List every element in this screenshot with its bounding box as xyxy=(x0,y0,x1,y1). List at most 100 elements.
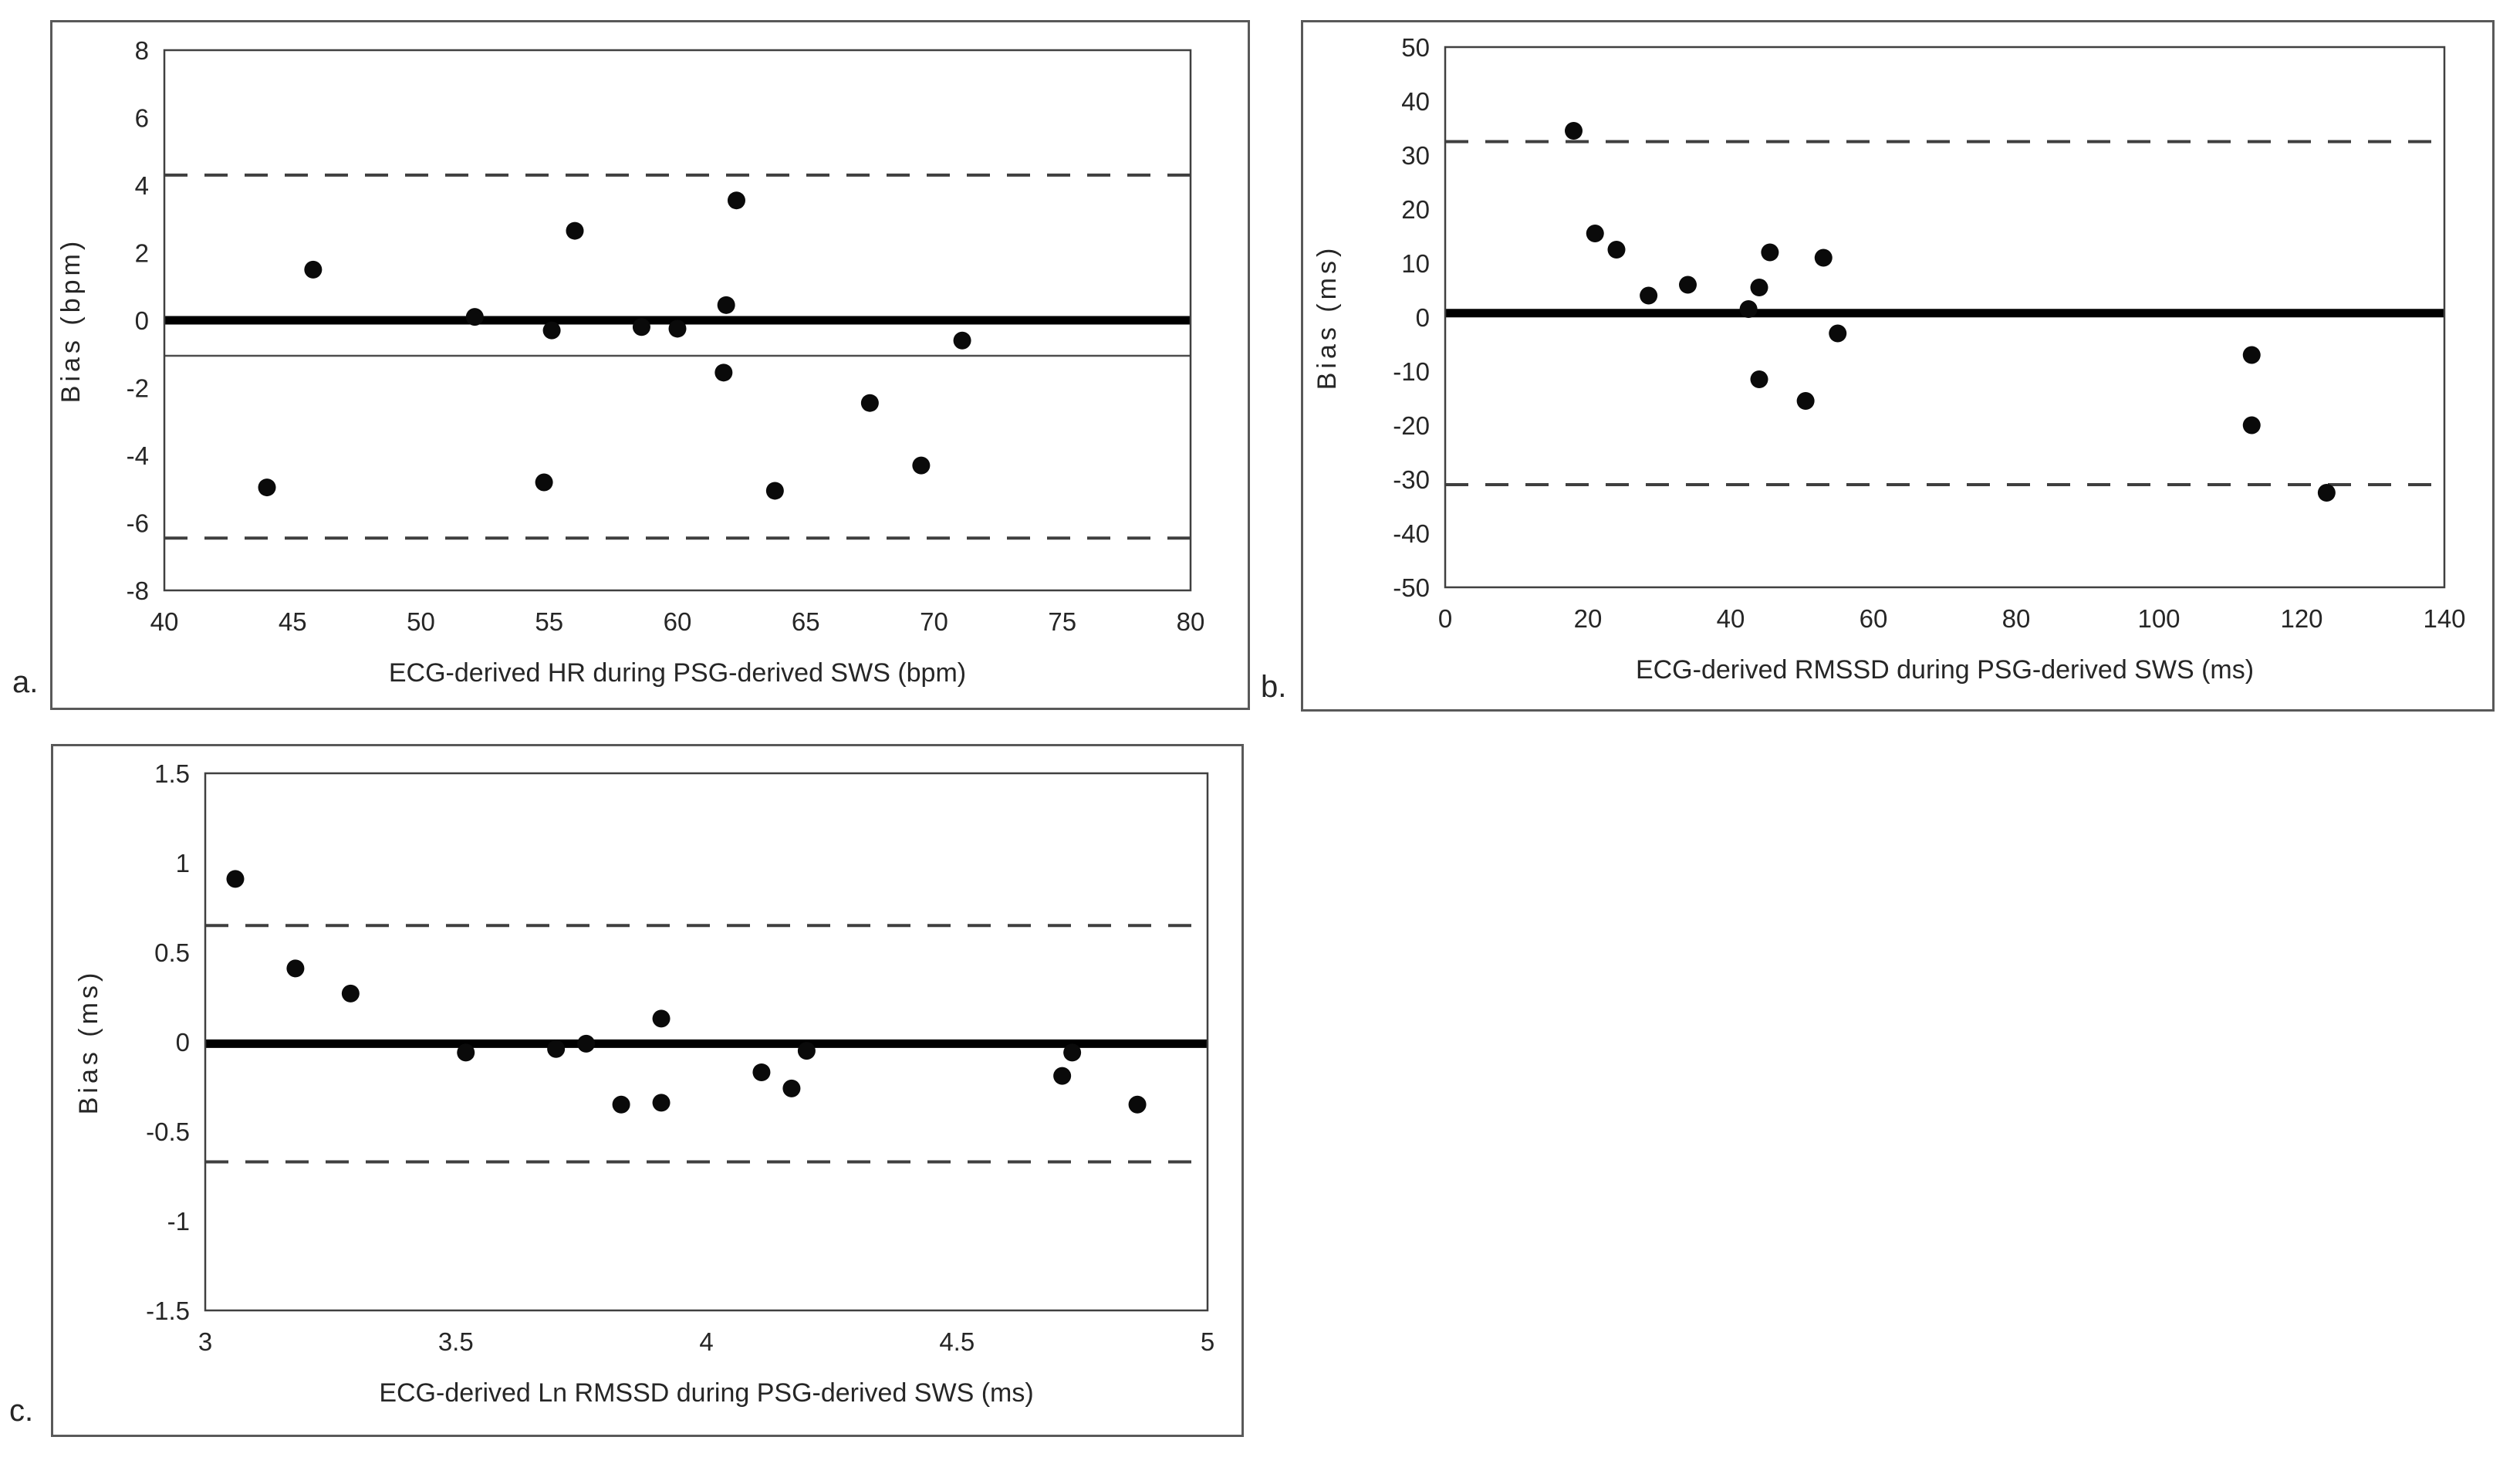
panel-letter-c: c. xyxy=(9,1394,34,1428)
data-point xyxy=(2317,484,2336,502)
data-point xyxy=(1586,225,1604,242)
data-point xyxy=(860,394,879,412)
y-tick-label: 0.5 xyxy=(154,938,190,967)
y-tick-label: 6 xyxy=(135,103,149,132)
data-point xyxy=(1761,243,1779,262)
data-point xyxy=(258,478,276,497)
plot-border xyxy=(1444,46,2446,589)
plot-border xyxy=(204,772,1209,1312)
data-point xyxy=(1750,370,1768,388)
data-point xyxy=(1679,276,1697,294)
y-tick-label: -4 xyxy=(127,441,149,470)
data-point xyxy=(652,1094,671,1112)
data-point xyxy=(2242,416,2261,434)
x-tick-label: 100 xyxy=(2137,604,2180,633)
data-point xyxy=(1053,1067,1072,1085)
y-tick-label: 30 xyxy=(1401,141,1430,170)
panel-letter-b: b. xyxy=(1261,670,1287,704)
y-tick-label: -40 xyxy=(1393,519,1430,548)
x-tick-label: 120 xyxy=(2280,604,2322,633)
data-point xyxy=(752,1063,771,1081)
y-tick-label: 0 xyxy=(176,1028,190,1057)
chart-a-svg: 8 6 4 2 0 -2 -4 -6 -840 45 50 55 60 65 70 75 80 ECG-deriv… xyxy=(56,36,1205,688)
x-tick-label: 65 xyxy=(792,607,820,636)
y-axis-title: Bias (ms) xyxy=(74,969,103,1115)
y-tick-label: 0 xyxy=(135,306,149,335)
x-tick-label: 5 xyxy=(1201,1327,1214,1356)
y-tick-label: -6 xyxy=(127,509,149,537)
x-tick-label: 40 xyxy=(1717,604,1745,633)
x-tick-label: 40 xyxy=(150,607,179,636)
x-tick-label: 3 xyxy=(198,1327,212,1356)
x-tick-label: 80 xyxy=(1177,607,1205,636)
x-axis-title: ECG-derived RMSSD during PSG-derived SWS… xyxy=(1636,655,2254,685)
x-tick-label: 3.5 xyxy=(438,1327,474,1356)
data-point xyxy=(341,984,360,1002)
data-point xyxy=(304,260,323,279)
data-point xyxy=(1128,1095,1147,1114)
y-tick-label: 10 xyxy=(1401,249,1430,278)
y-tick-label: 1.5 xyxy=(154,759,190,788)
data-point xyxy=(765,482,784,500)
y-axis-title: Bias (bpm) xyxy=(56,238,86,403)
y-tick-label: 20 xyxy=(1401,195,1430,224)
x-axis-title: ECG-derived HR during PSG-derived SWS (b… xyxy=(389,658,966,688)
x-tick-label: 60 xyxy=(664,607,692,636)
data-point xyxy=(566,221,584,240)
data-point xyxy=(1607,241,1626,259)
data-point xyxy=(782,1079,801,1097)
data-point xyxy=(457,1043,475,1062)
y-tick-label: -10 xyxy=(1393,357,1430,386)
y-tick-label: -2 xyxy=(127,374,149,402)
y-tick-label: -0.5 xyxy=(146,1117,190,1146)
x-tick-label: 80 xyxy=(2002,604,2031,633)
y-tick-label: 8 xyxy=(135,36,149,65)
panel-letter-a: a. xyxy=(12,665,39,699)
y-tick-label: 1 xyxy=(176,849,190,877)
y-tick-label: 40 xyxy=(1401,87,1430,116)
data-point xyxy=(912,456,931,475)
y-tick-label: 0 xyxy=(1416,303,1430,332)
panel-c-bland-altman-ln-rmssd: 1.5 1 0.5 0 -0.5 -1 -1.5 3 3.5 4 4.5 5 ECG-derived L… xyxy=(51,744,1244,1437)
y-tick-label: 2 xyxy=(135,238,149,267)
x-tick-label: 4 xyxy=(699,1327,713,1356)
data-point xyxy=(226,870,245,888)
data-point xyxy=(1829,324,1847,343)
data-point xyxy=(612,1095,630,1114)
panel-b-bland-altman-rmssd: 50 40 30 20 10 0 -10 -20 -30 -40 -50 0 20 40 60 80 100 12… xyxy=(1301,20,2495,712)
data-point xyxy=(1750,279,1768,296)
x-tick-label: 50 xyxy=(407,607,435,636)
y-tick-label: -50 xyxy=(1393,573,1430,602)
data-point xyxy=(714,363,733,382)
y-tick-label: -30 xyxy=(1393,465,1430,494)
data-point xyxy=(1739,300,1758,318)
x-tick-label: 4.5 xyxy=(939,1327,975,1356)
x-tick-label: 60 xyxy=(1860,604,1888,633)
y-tick-label: -1.5 xyxy=(146,1297,190,1325)
panel-a-bland-altman-hr: 8 6 4 2 0 -2 -4 -6 -8 40 45 50 55 60 65 70 75 80 ECG-deriv… xyxy=(50,20,1250,710)
data-point xyxy=(465,308,484,326)
x-tick-label: 75 xyxy=(1048,607,1076,636)
data-point xyxy=(632,318,650,336)
y-tick-label: -20 xyxy=(1393,411,1430,440)
data-point xyxy=(668,320,687,338)
data-point xyxy=(1796,392,1815,410)
data-point xyxy=(1565,122,1583,140)
y-tick-label: -8 xyxy=(127,576,149,605)
data-point xyxy=(535,473,553,492)
x-tick-label: 20 xyxy=(1574,604,1603,633)
data-point xyxy=(1814,249,1833,267)
x-tick-label: 55 xyxy=(535,607,563,636)
x-axis-title: ECG-derived Ln RMSSD during PSG-derived … xyxy=(379,1378,1033,1408)
plot-border xyxy=(163,49,1192,592)
y-axis-title: Bias (ms) xyxy=(1312,245,1342,391)
y-tick-label: -1 xyxy=(167,1207,190,1236)
chart-c-svg: 1.5 1 0.5 0 -0.5 -1 -1.5 3 3.5 4 4.5 5 ECG-derived L… xyxy=(74,759,1214,1408)
x-tick-label: 140 xyxy=(2423,604,2465,633)
data-point xyxy=(1063,1043,1082,1062)
data-point xyxy=(727,191,745,210)
data-point xyxy=(286,959,305,978)
x-tick-label: 0 xyxy=(1438,604,1452,633)
